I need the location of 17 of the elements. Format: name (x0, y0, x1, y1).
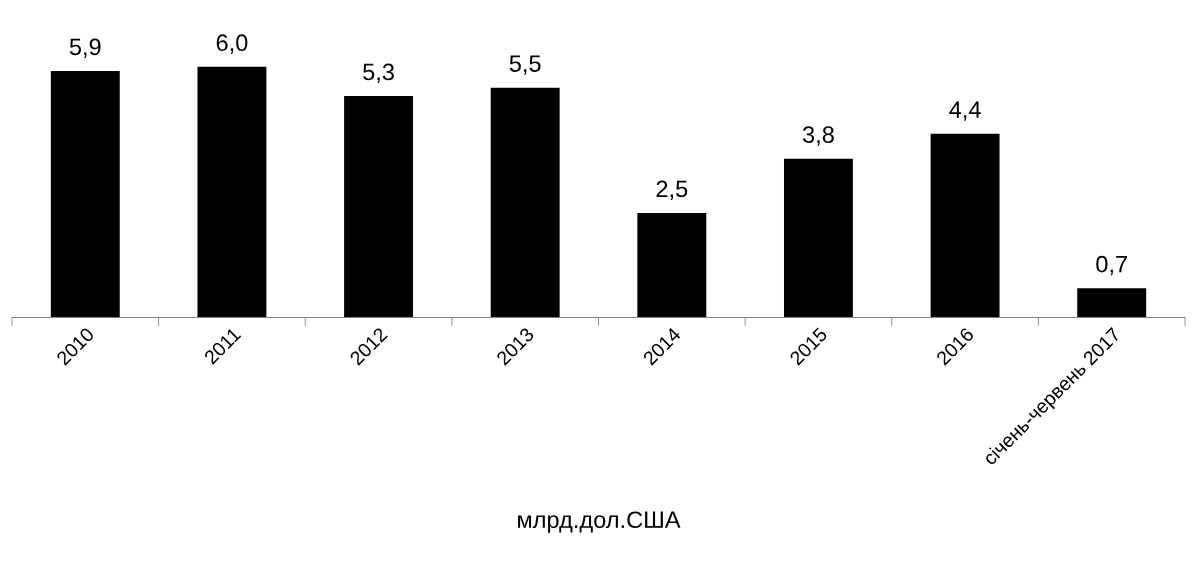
data-label: 5,9 (69, 38, 101, 59)
bar (637, 213, 707, 318)
bar (344, 96, 414, 318)
bar (783, 158, 853, 318)
x-axis-title: млрд.дол.США (518, 511, 681, 533)
data-label: 5,5 (509, 55, 541, 75)
bar (50, 71, 120, 318)
data-label: 2,5 (656, 180, 688, 201)
data-label: 5,3 (363, 63, 394, 84)
bar (197, 66, 267, 318)
data-label: 4,4 (949, 101, 981, 121)
data-label: 0,7 (1096, 255, 1127, 276)
bar (1077, 288, 1147, 318)
data-label: 3,8 (802, 126, 834, 146)
bar (930, 133, 1000, 318)
data-label: 6,0 (216, 34, 248, 54)
bar (490, 87, 560, 318)
